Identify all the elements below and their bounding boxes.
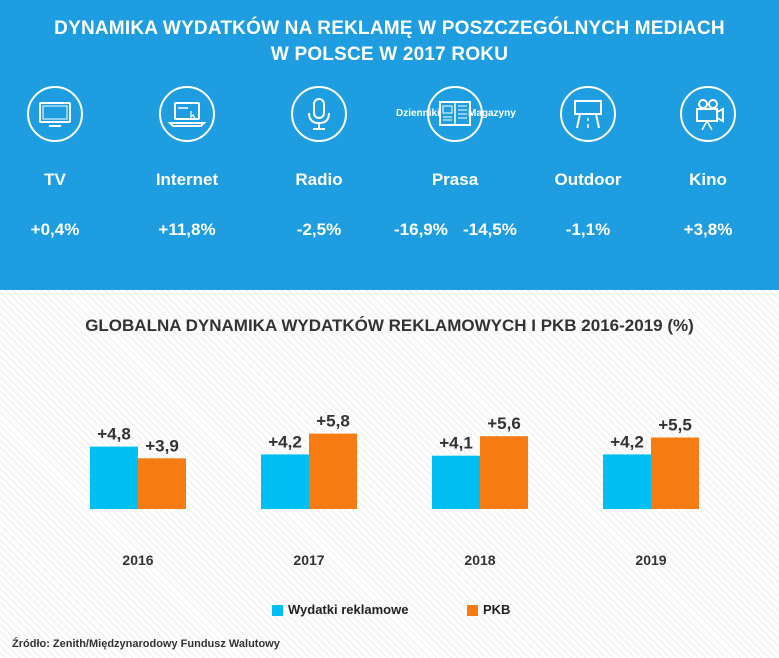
legend-label-pkb: PKB	[483, 602, 511, 617]
data-label-pkb-2016: +3,9	[145, 436, 179, 455]
newspaper-icon	[427, 86, 483, 142]
chart-legend: Wydatki reklamowe PKB	[0, 601, 779, 621]
media-value-kino: +3,8%	[683, 220, 733, 239]
prasa-magazyny-value: -14,5%	[463, 220, 517, 239]
bar-pkb-2016	[138, 458, 186, 509]
media-name-internet: Internet	[155, 170, 219, 189]
data-label-wydatki-2017: +4,2	[268, 432, 302, 451]
bar-wydatki-2018	[432, 455, 480, 509]
bar-wydatki-2017	[261, 454, 309, 509]
bar-chart: +4,8 +3,9 2016 +4,2 +5,8 2017 +4,1 +5,6 2018 +4,2…	[90, 412, 699, 568]
movie-camera-icon	[680, 86, 736, 142]
bar-pkb-2017	[309, 433, 357, 509]
tv-icon	[27, 86, 83, 142]
bar-pkb-2019	[651, 437, 699, 509]
main-title-line2: W POLSCE W 2017 ROKU	[270, 44, 509, 65]
bar-wydatki-2016	[90, 446, 138, 509]
media-kino: Kino +3,8%	[653, 86, 763, 266]
category-label-2017: 2017	[293, 552, 324, 568]
media-value-tv: +0,4%	[30, 220, 80, 239]
media-name-kino: Kino	[689, 170, 727, 189]
bar-wydatki-2019	[603, 454, 651, 509]
media-name-outdoor: Outdoor	[554, 170, 622, 189]
legend-swatch-pkb	[467, 605, 478, 616]
data-label-wydatki-2019: +4,2	[610, 432, 644, 451]
prasa-dzienniki-value: -16,9%	[394, 220, 448, 239]
media-tv: TV +0,4%	[0, 86, 110, 266]
media-radio: Radio -2,5%	[264, 86, 374, 266]
legend-swatch-wydatki	[272, 605, 283, 616]
header-panel: DYNAMIKA WYDATKÓW NA REKLAMĘ W POSZCZEGÓ…	[0, 0, 779, 290]
media-name-prasa: Prasa	[431, 170, 479, 189]
media-value-outdoor: -1,1%	[565, 220, 611, 239]
microphone-icon	[291, 86, 347, 142]
source-note: Źródło: Zenith/Międzynarodowy Fundusz Wa…	[12, 638, 280, 650]
media-outdoor: Outdoor -1,1%	[533, 86, 643, 266]
data-label-wydatki-2018: +4,1	[439, 434, 473, 453]
laptop-icon	[159, 86, 215, 142]
chart-title: GLOBALNA DYNAMIKA WYDATKÓW REKLAMOWYCH I…	[85, 316, 694, 335]
bar-pkb-2018	[480, 436, 528, 509]
data-label-pkb-2018: +5,6	[487, 414, 521, 433]
data-label-pkb-2017: +5,8	[316, 412, 350, 431]
category-label-2018: 2018	[464, 552, 495, 568]
main-title-line1: DYNAMIKA WYDATKÓW NA REKLAMĘ W POSZCZEGÓ…	[54, 18, 725, 39]
media-prasa: Prasa	[400, 86, 510, 266]
category-label-2019: 2019	[635, 552, 666, 568]
legend-label-wydatki: Wydatki reklamowe	[288, 602, 409, 617]
media-internet: Internet +11,8%	[132, 86, 242, 266]
media-name-tv: TV	[44, 170, 66, 189]
category-label-2016: 2016	[122, 552, 153, 568]
billboard-icon	[560, 86, 616, 142]
media-value-radio: -2,5%	[296, 220, 342, 239]
media-value-internet: +11,8%	[158, 220, 216, 239]
data-label-wydatki-2016: +4,8	[97, 425, 131, 444]
media-name-radio: Radio	[295, 170, 343, 189]
prasa-dzienniki-label: Dzienniki	[396, 108, 440, 119]
data-label-pkb-2019: +5,5	[658, 416, 692, 435]
prasa-magazyny-label: Magazyny	[468, 108, 516, 119]
